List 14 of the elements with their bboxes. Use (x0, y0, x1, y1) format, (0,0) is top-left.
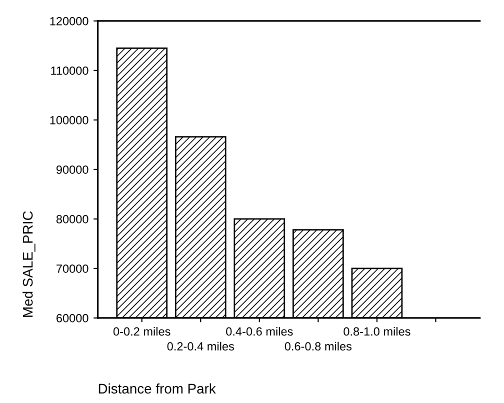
x-tick-label: 0.2-0.4 miles (167, 342, 234, 351)
y-tick-label: 70000 (56, 264, 88, 273)
y-tick-label: 90000 (56, 165, 88, 174)
x-tick-label: 0.8-1.0 miles (344, 326, 410, 336)
y-tick-label: 60000 (56, 314, 88, 322)
y-tick-label: 110000 (51, 66, 88, 75)
x-axis-title: Distance from Park (98, 383, 216, 394)
x-tick-label: 0.4-0.6 miles (226, 326, 293, 336)
y-tick-label: 120000 (50, 16, 88, 26)
y-tick-label: 80000 (56, 214, 88, 224)
y-axis-title: Med SALE_PRIC (22, 211, 36, 317)
x-tick-label: 0.6-0.8 miles (284, 342, 352, 351)
y-tick-label: 100000 (50, 116, 88, 124)
x-tick-label: 0-0.2 miles (113, 326, 170, 336)
